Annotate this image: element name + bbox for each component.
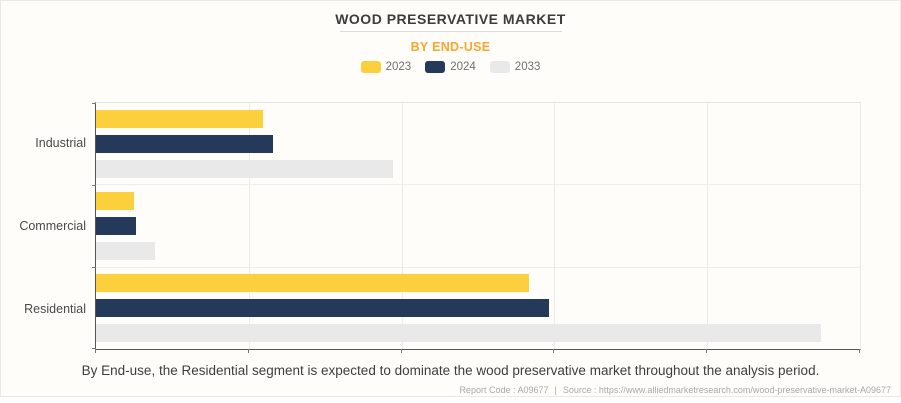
page-title: WOOD PRESERVATIVE MARKET xyxy=(335,11,566,27)
vertical-gridline xyxy=(860,103,861,349)
bar-2033-commercial[interactable] xyxy=(96,241,155,260)
legend-item-2033[interactable]: 2033 xyxy=(489,61,541,73)
chart-subtitle: BY END-USE xyxy=(410,40,491,54)
bar-2033-industrial[interactable] xyxy=(96,159,394,178)
category-label-residential: Residential xyxy=(24,301,86,316)
x-axis-tick xyxy=(859,349,860,353)
chart-area: Industrial Commercial Residential xyxy=(1,102,900,353)
bar-2024-commercial[interactable] xyxy=(96,216,137,235)
footer-separator: | xyxy=(554,385,557,395)
category-label-industrial: Industrial xyxy=(35,136,86,151)
y-axis-labels: Industrial Commercial Residential xyxy=(1,102,95,350)
category-label-commercial: Commercial xyxy=(19,219,86,233)
vertical-gridline xyxy=(401,103,403,349)
bar-group-industrial xyxy=(96,103,860,184)
bar-group-residential xyxy=(96,266,860,349)
plot-area xyxy=(92,102,861,353)
legend-item-2024[interactable]: 2024 xyxy=(425,61,476,73)
x-axis-tick xyxy=(706,349,708,353)
title-underline xyxy=(339,31,562,32)
legend-item-2023[interactable]: 2023 xyxy=(360,61,412,73)
bar-2023-residential[interactable] xyxy=(96,274,530,293)
footer: Report Code : A09677 | Source : https://ww… xyxy=(1,385,900,395)
y-axis-tick xyxy=(92,348,96,349)
bar-group-commercial xyxy=(96,184,860,266)
x-axis-tick xyxy=(95,349,96,353)
x-axis-tick xyxy=(247,349,249,353)
bar-2023-commercial[interactable] xyxy=(96,191,135,210)
legend-label: 2033 xyxy=(514,61,541,73)
x-axis-tick xyxy=(553,349,555,353)
y-axis-tick xyxy=(92,103,96,104)
legend: 2023 2024 2033 xyxy=(1,60,900,74)
bar-2033-residential[interactable] xyxy=(96,324,822,343)
y-axis-tick xyxy=(92,185,96,186)
legend-swatch-2024 xyxy=(425,61,446,73)
legend-label: 2024 xyxy=(450,61,476,73)
vertical-gridline xyxy=(248,103,250,349)
report-code: Report Code : A09677 xyxy=(459,385,549,395)
description-text: By End-use, the Residential segment is e… xyxy=(81,363,820,378)
bar-2024-industrial[interactable] xyxy=(96,134,274,153)
bar-2024-residential[interactable] xyxy=(96,299,550,318)
vertical-gridline xyxy=(554,103,556,349)
vertical-gridline xyxy=(707,103,709,349)
legend-label: 2023 xyxy=(385,61,412,73)
source-text: Source : https://www.alliedmarketresearc… xyxy=(562,385,891,395)
legend-swatch-2023 xyxy=(360,61,381,73)
legend-swatch-2033 xyxy=(489,61,510,73)
bar-2023-industrial[interactable] xyxy=(96,109,264,128)
y-axis-tick xyxy=(92,267,96,268)
x-axis-tick xyxy=(400,349,402,353)
